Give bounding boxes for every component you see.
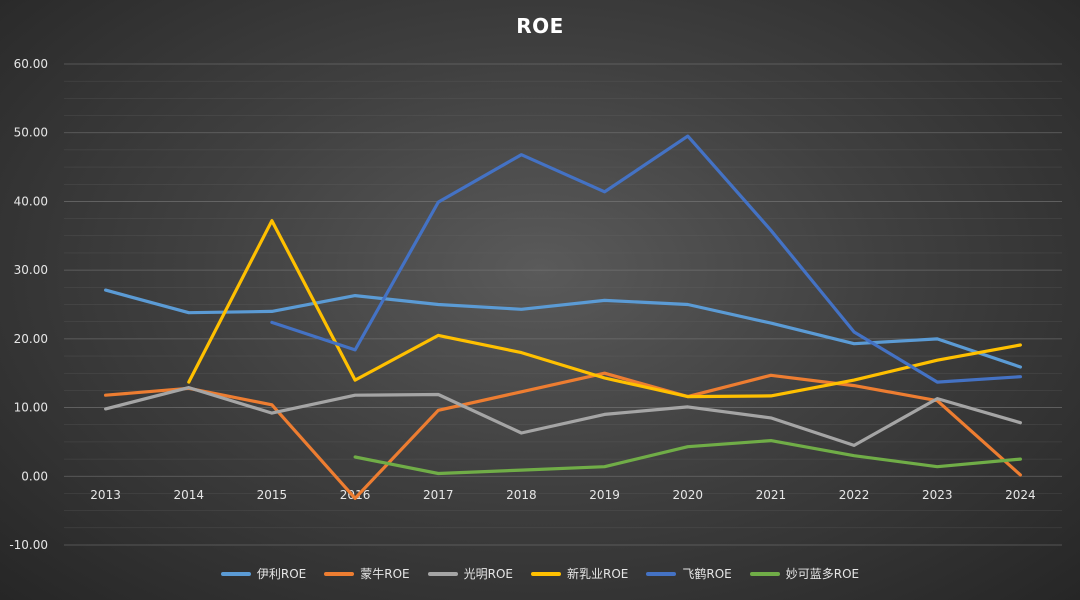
legend-swatch: [427, 571, 458, 576]
series-line-2: [104, 386, 1022, 447]
y-tick-label: 20.00: [14, 332, 48, 346]
chart-title: ROE: [516, 14, 564, 38]
series-line-0: [104, 288, 1022, 369]
legend-swatch: [646, 571, 677, 576]
legend-label: 妙可蓝多ROE: [785, 567, 860, 581]
legend-item: 光明ROE: [427, 565, 513, 582]
series-line-3: [187, 219, 1022, 399]
legend-item: 蒙牛ROE: [324, 565, 410, 582]
y-tick-label: 40.00: [14, 194, 48, 208]
x-tick-label: 2019: [589, 488, 620, 502]
series-line-5: [353, 439, 1022, 476]
legend-label: 伊利ROE: [256, 567, 307, 581]
y-tick-label: 0.00: [21, 469, 48, 483]
legend-item: 新乳业ROE: [531, 565, 628, 582]
series-line-1: [104, 371, 1022, 500]
x-tick-label: 2016: [340, 488, 371, 502]
legend-swatch: [324, 571, 355, 576]
x-tick-label: 2020: [672, 488, 703, 502]
legend-label: 蒙牛ROE: [360, 567, 410, 581]
x-tick-label: 2023: [922, 488, 953, 502]
legend-item: 伊利ROE: [220, 565, 307, 582]
legend-label: 新乳业ROE: [567, 567, 629, 581]
y-tick-label: -10.00: [9, 538, 48, 552]
x-tick-label: 2024: [1005, 488, 1036, 502]
x-tick-label: 2018: [506, 488, 537, 502]
y-tick-label: 10.00: [14, 401, 48, 415]
x-tick-label: 2014: [173, 488, 204, 502]
legend-item: 妙可蓝多ROE: [749, 565, 860, 582]
x-tick-label: 2017: [423, 488, 454, 502]
x-tick-label: 2021: [756, 488, 787, 502]
legend-item: 飞鹤ROE: [646, 565, 732, 582]
x-tick-label: 2013: [90, 488, 121, 502]
legend-label: 飞鹤ROE: [682, 567, 732, 581]
legend-label: 光明ROE: [463, 567, 513, 581]
y-tick-label: 30.00: [14, 263, 48, 277]
legend-swatch: [531, 571, 561, 576]
y-tick-label: 60.00: [14, 57, 48, 71]
y-tick-label: 50.00: [14, 126, 48, 140]
x-tick-label: 2022: [839, 488, 870, 502]
series-line-4: [270, 134, 1022, 384]
legend-swatch: [220, 571, 251, 576]
chart-legend: 伊利ROE 蒙牛ROE 光明ROE 新乳业ROE 飞鹤ROE 妙可蓝多ROE: [0, 565, 1080, 582]
legend-swatch: [749, 571, 780, 576]
x-tick-label: 2015: [257, 488, 288, 502]
